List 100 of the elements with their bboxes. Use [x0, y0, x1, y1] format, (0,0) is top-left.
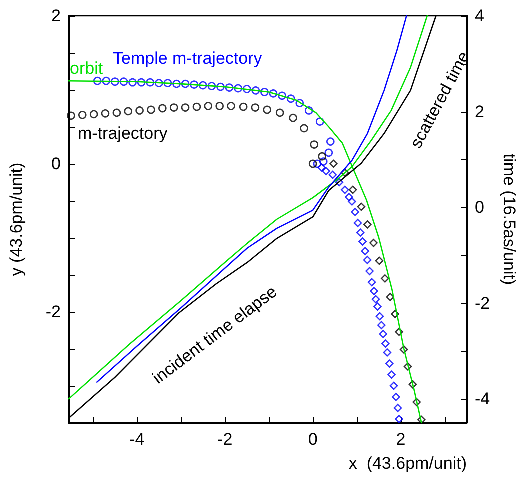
point — [170, 104, 178, 112]
point — [128, 78, 137, 87]
point — [330, 160, 338, 168]
point — [242, 85, 252, 94]
point — [326, 138, 335, 146]
point — [78, 111, 87, 120]
point — [368, 278, 376, 287]
point — [225, 84, 234, 92]
y2-tick-label: 0 — [474, 198, 484, 218]
point — [147, 106, 156, 114]
point — [348, 198, 356, 206]
point — [386, 293, 395, 302]
point — [234, 84, 242, 93]
x-tick-label: 2 — [396, 430, 406, 449]
point — [381, 274, 390, 283]
point — [289, 114, 298, 122]
point — [363, 256, 372, 264]
point — [158, 104, 167, 113]
point — [286, 94, 296, 104]
point — [379, 330, 388, 338]
point — [408, 380, 418, 389]
point — [216, 82, 225, 92]
point — [316, 118, 324, 126]
point — [390, 382, 398, 390]
point — [388, 370, 396, 380]
point — [322, 167, 330, 176]
point — [383, 348, 392, 357]
point — [181, 104, 190, 112]
point — [278, 92, 286, 100]
point — [164, 79, 172, 88]
point — [204, 102, 213, 110]
point — [363, 220, 372, 229]
point — [358, 238, 367, 246]
point — [378, 321, 386, 330]
point — [376, 312, 384, 321]
y-axis-title: y (43.6pm/unit) — [7, 162, 26, 276]
point — [328, 170, 338, 180]
point — [300, 124, 308, 133]
point — [155, 79, 164, 88]
point — [374, 302, 382, 311]
point — [335, 178, 344, 187]
point — [313, 160, 322, 168]
point — [412, 398, 421, 406]
point — [319, 158, 328, 166]
x-tick-label: 0 — [308, 430, 318, 449]
point — [361, 247, 370, 256]
point — [392, 392, 400, 402]
point — [296, 99, 304, 108]
series-label: m-trajectory — [78, 124, 168, 143]
point — [67, 112, 76, 120]
y2-tick-label: 2 — [474, 102, 484, 122]
point — [395, 415, 404, 424]
point — [341, 186, 350, 194]
point — [394, 404, 402, 412]
point — [137, 78, 146, 87]
point — [251, 104, 260, 112]
point — [395, 328, 404, 336]
point — [318, 164, 326, 172]
point — [111, 78, 120, 86]
point — [90, 110, 98, 119]
point — [348, 186, 358, 194]
y2-tick-label: 4 — [474, 6, 484, 26]
y2-tick-label: -4 — [474, 390, 490, 409]
x-tick-label: -2 — [218, 430, 233, 449]
point — [102, 76, 111, 86]
point — [198, 81, 208, 90]
point — [263, 106, 272, 114]
point — [381, 340, 390, 348]
point — [304, 106, 314, 115]
point — [216, 102, 224, 110]
point — [181, 80, 190, 88]
point — [375, 256, 384, 266]
point — [208, 82, 216, 90]
point — [391, 310, 400, 318]
point — [136, 106, 144, 115]
point — [370, 239, 378, 248]
point — [269, 90, 278, 98]
point — [356, 228, 365, 237]
point — [192, 102, 202, 112]
series-label: orbit — [70, 59, 104, 78]
y-tick-label: -2 — [46, 302, 61, 322]
point — [418, 416, 426, 424]
y2-tick-label: -2 — [474, 294, 490, 313]
point — [370, 287, 378, 296]
point — [385, 360, 394, 368]
point — [344, 193, 354, 202]
point — [308, 160, 318, 168]
point — [101, 110, 110, 118]
y2-axis-title: time (16.5as/unit) — [500, 154, 519, 286]
point — [227, 102, 236, 110]
series-label: Temple m-trajectory — [113, 49, 263, 68]
point — [400, 346, 408, 354]
point — [366, 267, 374, 276]
point — [354, 219, 362, 228]
x-axis-title: x (43.6pm/unit) — [348, 454, 467, 473]
point — [252, 86, 260, 95]
point — [351, 208, 360, 216]
point — [172, 80, 181, 88]
point — [318, 152, 326, 161]
y-tick-label: 0 — [52, 154, 61, 174]
